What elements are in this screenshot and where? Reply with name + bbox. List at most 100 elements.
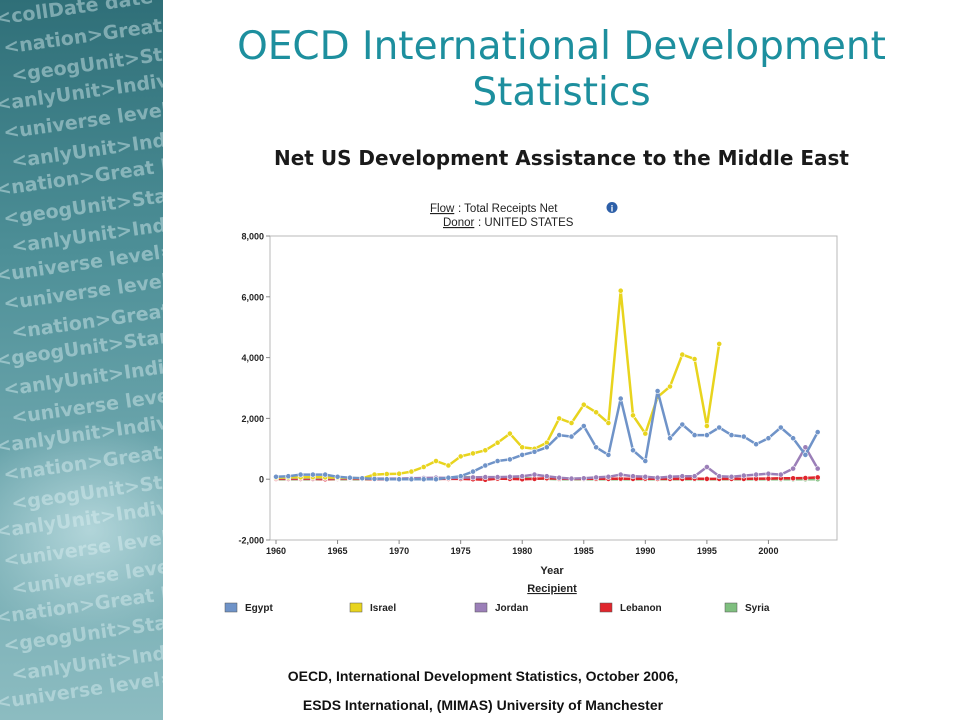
svg-text:i: i	[611, 204, 614, 214]
y-tick-label: -2,000	[238, 536, 264, 546]
data-point	[605, 420, 612, 426]
data-point	[593, 474, 599, 481]
data-point	[790, 475, 796, 482]
slide-subtitle: Net US Development Assistance to the Mid…	[274, 146, 849, 170]
legend-item-syria: Syria	[724, 602, 770, 614]
data-point	[753, 441, 759, 448]
data-point	[383, 476, 390, 483]
data-point	[420, 464, 427, 470]
data-point	[777, 471, 784, 478]
footer-source-line-2: ESDS International, (MIMAS) University o…	[302, 697, 664, 713]
data-point	[494, 458, 501, 464]
data-point	[556, 432, 563, 438]
data-point	[494, 474, 501, 480]
data-point	[580, 401, 587, 408]
data-point	[519, 451, 526, 458]
data-point	[531, 471, 538, 478]
data-point	[703, 475, 710, 482]
x-tick-label: 1980	[512, 546, 532, 556]
flow-label: Flow	[430, 203, 455, 215]
data-point	[716, 340, 723, 347]
data-point	[740, 433, 747, 440]
data-point	[322, 471, 329, 478]
data-point	[371, 475, 378, 482]
slide-title: OECD International Development Statistic…	[237, 24, 886, 115]
series-egypt	[273, 388, 821, 483]
data-point	[642, 458, 649, 464]
data-point	[556, 474, 563, 481]
data-point	[716, 473, 723, 480]
data-point	[470, 468, 476, 475]
legend-label: Jordan	[495, 603, 528, 614]
data-point	[814, 465, 821, 472]
data-point	[728, 432, 735, 438]
data-point	[470, 474, 476, 481]
data-point	[605, 451, 612, 458]
data-point	[383, 471, 390, 477]
x-tick-label: 1990	[635, 546, 655, 556]
data-point	[617, 395, 624, 402]
x-axis-title: Year	[540, 565, 564, 577]
data-point	[765, 435, 772, 442]
data-point	[667, 473, 673, 480]
data-point	[543, 473, 550, 480]
legend-label: Israel	[370, 603, 396, 614]
data-point	[593, 409, 599, 416]
data-point	[777, 424, 784, 431]
data-point	[543, 444, 550, 451]
data-point	[433, 476, 439, 483]
data-point	[519, 444, 526, 451]
x-tick-label: 2000	[758, 546, 778, 556]
line-chart: Flow : Total Receipts Net i Donor : UNIT…	[224, 202, 838, 614]
info-icon[interactable]: i	[606, 202, 618, 214]
y-tick-label: 0	[259, 475, 264, 485]
y-tick-label: 4,000	[241, 353, 264, 363]
legend-item-israel: Israel	[349, 602, 396, 614]
data-point	[531, 448, 538, 455]
series-layer	[273, 287, 821, 483]
data-point	[494, 439, 501, 446]
chart-header: Flow : Total Receipts Net i Donor : UNIT…	[430, 202, 618, 229]
data-point	[802, 451, 809, 458]
data-point	[802, 444, 809, 451]
data-point	[506, 456, 513, 463]
data-point	[359, 475, 366, 482]
data-point	[482, 462, 489, 469]
data-point	[679, 351, 686, 358]
data-point	[654, 388, 661, 394]
data-point	[482, 447, 489, 454]
data-point	[396, 470, 402, 477]
data-point	[334, 473, 341, 480]
data-point	[346, 474, 353, 481]
legend-title: Recipient	[527, 583, 577, 595]
legend: Egypt Israel Jordan Lebanon Syria	[224, 602, 770, 614]
data-point	[445, 474, 452, 481]
data-point	[285, 473, 292, 480]
data-point	[630, 447, 636, 454]
data-point	[273, 473, 279, 480]
series-israel	[273, 287, 723, 482]
data-point	[408, 476, 415, 483]
data-point	[716, 424, 723, 431]
donor-value: : UNITED STATES	[478, 217, 574, 229]
data-point	[802, 475, 809, 481]
x-tick-label: 1985	[574, 546, 594, 556]
series-line-israel	[275, 289, 721, 480]
x-tick-label: 1960	[266, 546, 286, 556]
data-point	[753, 471, 759, 478]
legend-swatch	[724, 602, 738, 613]
data-point	[740, 472, 747, 479]
legend-swatch	[474, 602, 488, 613]
data-point	[556, 415, 563, 422]
data-point	[420, 476, 427, 483]
data-point	[310, 471, 316, 478]
data-point	[667, 383, 673, 390]
y-tick-label: 8,000	[241, 232, 264, 242]
data-point	[470, 450, 476, 457]
data-point	[617, 287, 624, 294]
data-point	[642, 473, 649, 480]
legend-label: Syria	[745, 603, 770, 614]
x-tick-label: 1970	[389, 546, 409, 556]
sidebar-glow	[0, 420, 163, 640]
legend-swatch	[599, 602, 613, 613]
